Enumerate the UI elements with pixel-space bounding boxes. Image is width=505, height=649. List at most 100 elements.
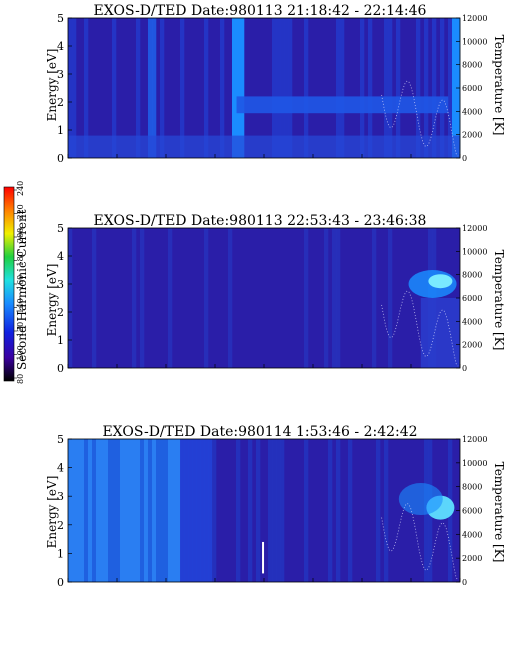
ytick-label: 0 [57,362,64,375]
spectrogram-column [272,18,277,158]
y2tick-label: 8000 [462,271,482,280]
ytick-label: 2 [57,306,64,319]
ytick-label: 1 [57,547,64,560]
spectrogram-column [232,18,237,158]
y2tick-label: 6000 [462,84,482,93]
spectrogram-column [180,439,185,582]
y2tick-label: 10000 [462,37,487,46]
panel-2: EXOS-D/TED Date:980113 22:53:43 - 23:46:… [45,213,505,375]
spectrogram-band [68,135,460,158]
spectrogram-column [72,18,77,158]
spectrogram-column [172,439,177,582]
spectrogram-column [204,18,209,158]
spectrogram-column [348,439,353,582]
ytick-label: 2 [57,519,64,532]
temperature-trace [381,502,459,581]
spectrogram-column [304,18,309,158]
spectrogram-column [336,228,341,368]
spectrogram-column [120,439,125,582]
y2tick-label: 6000 [462,294,482,303]
spectrogram-column [144,439,149,582]
spectrogram-column [368,18,373,158]
spectrogram-column [104,439,109,582]
spectrogram-column [184,439,189,582]
spectrogram-column [268,439,273,582]
spectrogram-column [192,439,197,582]
spectrogram-column [396,18,401,158]
y2tick-label: 12000 [462,435,487,444]
spectrogram-column [108,439,113,582]
spectrogram-column [188,439,193,582]
spectrogram-column [204,228,209,368]
spectrogram-column [140,439,145,582]
ytick-label: 4 [57,40,64,53]
spectrogram-feature [428,274,453,289]
spectrogram-column [68,18,73,158]
y2tick-label: 2000 [462,131,482,140]
spectrogram-column [336,18,341,158]
spectrogram-column [440,18,445,158]
spectrogram-column [388,228,393,368]
spectrogram-column [156,439,161,582]
panel-2-ylabel: Energy [eV] [45,264,59,337]
spectrogram-column [152,439,157,582]
spectrogram-column [196,439,201,582]
spectrogram-background [68,228,460,368]
panel-3: EXOS-D/TED Date:980114 1:53:46 - 2:42:42… [45,424,505,589]
spectrogram-column [452,18,457,158]
spectrogram-column [76,439,81,582]
spectrogram-column [432,18,437,158]
spectrogram-column [276,439,281,582]
y2tick-label: 8000 [462,483,482,492]
spectrogram-column [80,439,85,582]
spectrogram-column [168,228,173,368]
spectrogram-column [384,18,389,158]
spectrogram-column [92,439,97,582]
spectrogram-column [100,439,105,582]
y2tick-label: 2000 [462,341,482,350]
y2tick-label: 0UTALTILATMLTGLATGLON1:53:46741962.7115.… [462,578,467,587]
spectrogram-column [304,439,309,582]
ytick-label: 3 [57,490,64,503]
spectrogram-column [68,228,73,368]
spectrogram-column [248,439,253,582]
spectrogram-column [220,18,225,158]
ytick-label: 5 [57,433,64,446]
spectrogram-column [304,228,309,368]
spectrogram-column [360,18,365,158]
spectrogram-column [328,439,333,582]
spectrogram-column [416,18,421,158]
ytick-label: 5 [57,12,64,25]
spectrogram-column [84,18,89,158]
spectrogram-column [388,18,393,158]
ytick-label: 1 [57,334,64,347]
y2tick-label: 4000 [462,530,482,539]
spectrogram-column [112,439,117,582]
y2tick-label: 12000 [462,224,487,233]
spectrogram-column [256,439,261,582]
panel-3-title: EXOS-D/TED Date:980114 1:53:46 - 2:42:42 [102,424,417,440]
spectrogram-column [424,18,429,158]
spectrogram-column [112,18,117,158]
spectrogram-band [236,96,449,114]
spectrogram-column [152,18,157,158]
colorbar-tick-label: 220 [16,204,25,219]
y2tick-label: 6000 [462,507,482,516]
colorbar: 240 220 200 180 160 140 120 100 80 Second Harmon… [3,181,29,384]
colorbar-tick-label: 200 [16,228,25,243]
spectrogram-column [372,228,377,368]
spectrogram-column [240,18,245,158]
panel-1-title: EXOS-D/TED Date:980113 21:18:42 - 22:14:… [94,3,427,19]
spectrogram-column [176,439,181,582]
spectrogram-column [92,228,97,368]
spectrogram-column [132,439,137,582]
y2tick-label: 2000 [462,554,482,563]
spectrogram-column [336,439,341,582]
spectrogram-column [288,18,293,158]
spectrogram-column [236,439,241,582]
spectrogram-column [280,18,285,158]
spectrogram-column [200,439,205,582]
spectrogram-column [204,439,209,582]
panel-2-title: EXOS-D/TED Date:980113 22:53:43 - 23:46:… [94,213,427,229]
